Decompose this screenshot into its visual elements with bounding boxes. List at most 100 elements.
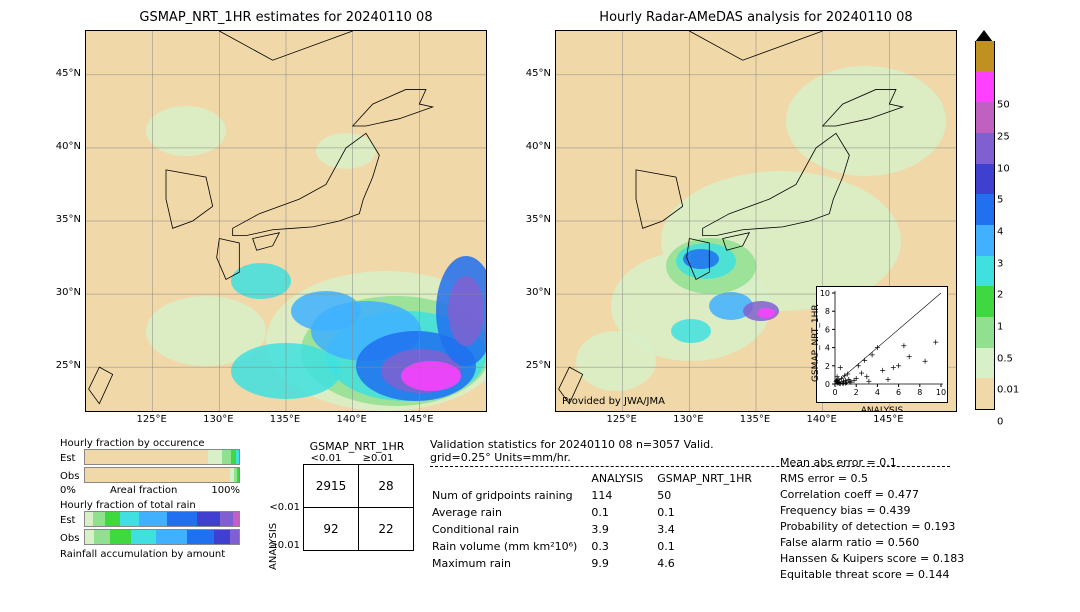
lon-tick: 140°E bbox=[334, 414, 370, 425]
colorbar-tick: 25 bbox=[997, 132, 1010, 143]
svg-text:6: 6 bbox=[896, 388, 901, 397]
colorbar-tick: 1 bbox=[997, 322, 1003, 333]
stats-cell: 3.9 bbox=[591, 522, 655, 537]
colorbar-tick: 5 bbox=[997, 195, 1003, 206]
lon-tick: 145°E bbox=[400, 414, 436, 425]
metric-line: Mean abs error = 0.1 bbox=[780, 455, 964, 471]
stats-cell: Conditional rain bbox=[432, 522, 589, 537]
ct-10: 92 bbox=[304, 508, 359, 551]
lat-tick: 35°N bbox=[45, 214, 81, 225]
svg-text:4: 4 bbox=[875, 388, 880, 397]
metric-line: Hanssen & Kuipers score = 0.183 bbox=[780, 551, 964, 567]
lon-tick: 135°E bbox=[737, 414, 773, 425]
hf-title3: Rainfall accumulation by amount bbox=[60, 549, 240, 560]
stats-cell: Average rain bbox=[432, 505, 589, 520]
colorbar-tick: 0.01 bbox=[997, 385, 1019, 396]
stats-cell: 4.6 bbox=[657, 556, 764, 571]
ct-row1: ≥0.01 bbox=[266, 540, 303, 551]
svg-text:10: 10 bbox=[936, 388, 946, 397]
svg-text:2: 2 bbox=[825, 362, 830, 371]
bar-row-label: Est bbox=[60, 515, 84, 526]
stats-header: Validation statistics for 20240110 08 n=… bbox=[430, 438, 770, 464]
stats-cell: 0.3 bbox=[591, 539, 655, 554]
metric-line: False alarm ratio = 0.560 bbox=[780, 535, 964, 551]
bar-row-label: Est bbox=[60, 453, 84, 464]
stats-cell: Maximum rain bbox=[432, 556, 589, 571]
ct-01: 28 bbox=[359, 465, 414, 508]
lat-tick: 30°N bbox=[45, 287, 81, 298]
hf-x-r: 100% bbox=[211, 485, 240, 496]
colorbar-tick: 10 bbox=[997, 163, 1010, 174]
left-map-title: GSMAP_NRT_1HR estimates for 20240110 08 bbox=[85, 10, 487, 25]
svg-text:8: 8 bbox=[917, 388, 922, 397]
colorbar-tick: 0 bbox=[997, 417, 1003, 428]
svg-text:2: 2 bbox=[854, 388, 859, 397]
stats-cell: 0.1 bbox=[657, 505, 764, 520]
svg-text:10: 10 bbox=[820, 289, 830, 298]
metric-line: Correlation coeff = 0.477 bbox=[780, 487, 964, 503]
stats-cell: Rain volume (mm km²10⁶) bbox=[432, 539, 589, 554]
stats-cell: 50 bbox=[657, 488, 764, 503]
lon-tick: 125°E bbox=[134, 414, 170, 425]
lon-tick: 125°E bbox=[604, 414, 640, 425]
lat-tick: 45°N bbox=[515, 68, 551, 79]
contingency-table: GSMAP_NRT_1HR <0.01 ≥0.01 ANALYSIS <0.01… bbox=[266, 440, 414, 551]
lon-tick: 130°E bbox=[200, 414, 236, 425]
stats-block: Validation statistics for 20240110 08 n=… bbox=[430, 438, 770, 573]
ct-col1: ≥0.01 bbox=[352, 453, 404, 464]
left-map bbox=[85, 30, 487, 412]
colorbar-tick: 0.5 bbox=[997, 353, 1013, 364]
hf-title1: Hourly fraction by occurence bbox=[60, 438, 240, 449]
metric-line: RMS error = 0.5 bbox=[780, 471, 964, 487]
ct-00: 2915 bbox=[304, 465, 359, 508]
svg-text:6: 6 bbox=[825, 325, 830, 334]
st-col2: GSMAP_NRT_1HR bbox=[657, 471, 764, 486]
lat-tick: 35°N bbox=[515, 214, 551, 225]
colorbar-tick: 4 bbox=[997, 227, 1003, 238]
scatter-ylabel: GSMAP_NRT_1HR bbox=[811, 304, 821, 382]
colorbar-tick: 2 bbox=[997, 290, 1003, 301]
right-map-title: Hourly Radar-AMeDAS analysis for 2024011… bbox=[555, 10, 957, 25]
right-map: Provided by JWA/JMA 00 2 2 4 4 6 6 8 8 10 10 ANALY… bbox=[555, 30, 957, 412]
ct-col0: <0.01 bbox=[300, 453, 352, 464]
stats-cell: Num of gridpoints raining bbox=[432, 488, 589, 503]
left-precip bbox=[86, 31, 486, 411]
metric-line: Probability of detection = 0.193 bbox=[780, 519, 964, 535]
bar-row-label: Obs bbox=[60, 471, 84, 482]
scatter-xlabel: ANALYSIS bbox=[861, 406, 903, 412]
stats-table: ANALYSIS GSMAP_NRT_1HR Num of gridpoints… bbox=[430, 469, 766, 573]
stats-cell: 0.1 bbox=[591, 505, 655, 520]
colorbar: 00.010.512345102550 bbox=[975, 30, 995, 410]
lon-tick: 140°E bbox=[804, 414, 840, 425]
st-col1: ANALYSIS bbox=[591, 471, 655, 486]
colorbar-tick: 50 bbox=[997, 100, 1010, 111]
provided-label: Provided by JWA/JMA bbox=[562, 396, 665, 407]
stats-cell: 3.4 bbox=[657, 522, 764, 537]
bar-row-label: Obs bbox=[60, 533, 84, 544]
colorbar-tick: 3 bbox=[997, 258, 1003, 269]
metric-line: Equitable threat score = 0.144 bbox=[780, 567, 964, 583]
metric-line: Frequency bias = 0.439 bbox=[780, 503, 964, 519]
lat-tick: 25°N bbox=[45, 360, 81, 371]
scatter-inset: 00224466881010 ANALYSIS GSMAP_NRT_1HR bbox=[816, 286, 948, 403]
svg-text:4: 4 bbox=[825, 344, 830, 353]
stats-cell: 0.1 bbox=[657, 539, 764, 554]
lat-tick: 30°N bbox=[515, 287, 551, 298]
svg-text:0: 0 bbox=[825, 380, 830, 389]
lat-tick: 40°N bbox=[45, 141, 81, 152]
metrics-block: Mean abs error = 0.1RMS error = 0.5Corre… bbox=[780, 455, 964, 583]
hourly-fraction-occurence: Hourly fraction by occurence EstObs 0% A… bbox=[60, 438, 240, 560]
svg-text:0: 0 bbox=[832, 388, 837, 397]
hf-title2: Hourly fraction of total rain bbox=[60, 500, 240, 511]
lon-tick: 130°E bbox=[670, 414, 706, 425]
lat-tick: 25°N bbox=[515, 360, 551, 371]
stats-cell: 114 bbox=[591, 488, 655, 503]
stats-cell: 9.9 bbox=[591, 556, 655, 571]
svg-text:8: 8 bbox=[825, 307, 830, 316]
lat-tick: 45°N bbox=[45, 68, 81, 79]
lat-tick: 40°N bbox=[515, 141, 551, 152]
hf-x-m: Areal fraction bbox=[110, 485, 177, 496]
lon-tick: 135°E bbox=[267, 414, 303, 425]
ct-colhead: GSMAP_NRT_1HR bbox=[300, 440, 414, 453]
lon-tick: 145°E bbox=[870, 414, 906, 425]
